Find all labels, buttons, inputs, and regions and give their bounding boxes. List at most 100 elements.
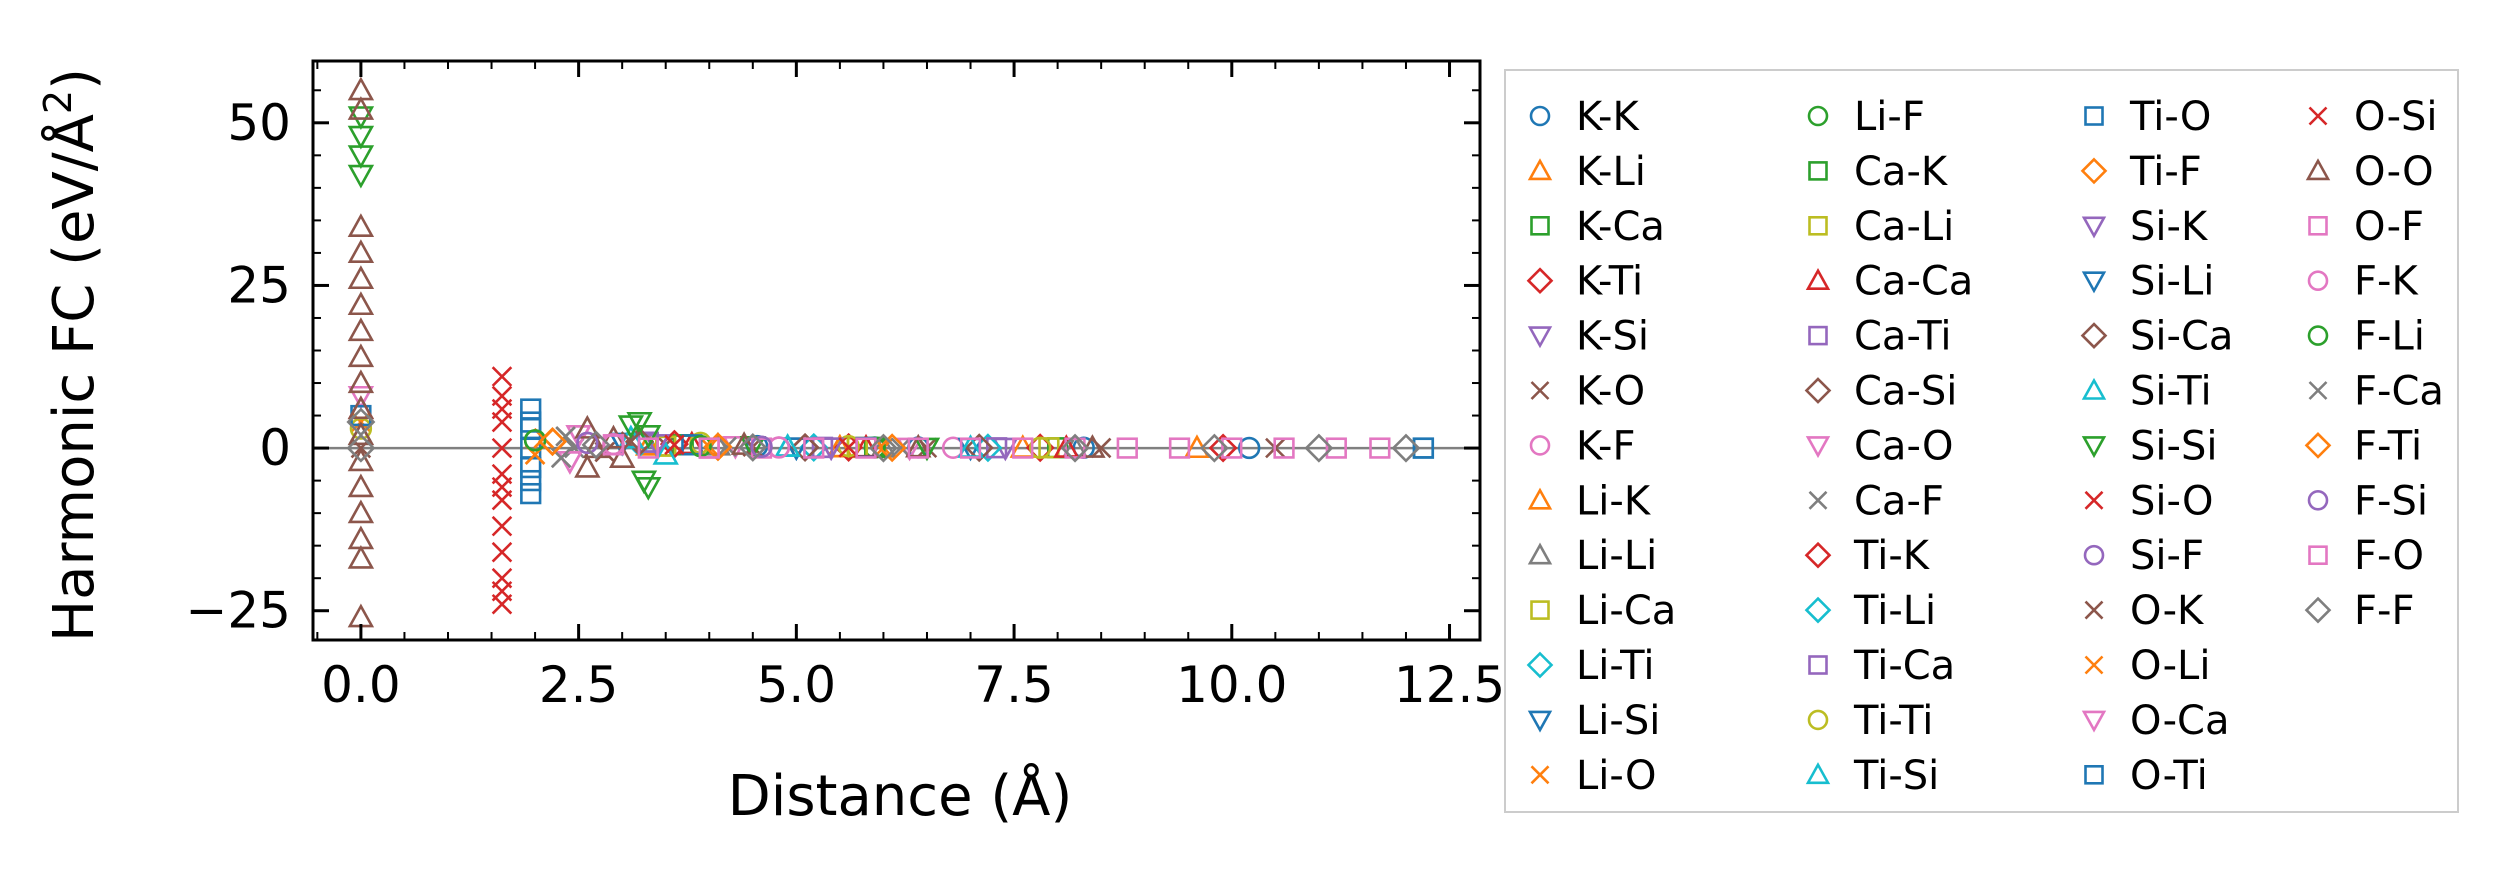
legend-marker [1808, 161, 1828, 181]
legend-label: Ca-Li [1854, 204, 1954, 250]
legend-item: F-Li [2307, 314, 2425, 360]
legend-marker [1527, 542, 1553, 565]
data-point [347, 545, 375, 569]
legend-marker [2084, 490, 2104, 510]
data-point [520, 398, 542, 420]
legend-item: O-Ca [2081, 698, 2229, 744]
series-Si-Si [347, 106, 941, 501]
data-point [347, 145, 375, 170]
data-point [959, 437, 982, 459]
x-tick-label: 2.5 [539, 656, 619, 714]
legend-item: Ca-O [1805, 423, 1953, 469]
legend-marker [2081, 710, 2107, 733]
legend-label: K-Si [1576, 314, 1649, 360]
legend-label: Ca-Si [1854, 369, 1957, 415]
legend-label: O-O [2354, 149, 2434, 195]
legend-marker [1527, 487, 1553, 510]
legend-item: F-Ca [2308, 369, 2444, 415]
x-axis-label: Distance (Å) [728, 763, 1073, 829]
legend-label: Si-F [2130, 533, 2204, 579]
data-point [581, 430, 611, 460]
data-point [877, 433, 907, 463]
data-point [1391, 433, 1421, 463]
legend-label: K-K [1576, 94, 1640, 140]
data-point [347, 525, 375, 550]
data-point [1325, 437, 1347, 459]
series-F-Ti [538, 427, 733, 462]
legend-item: Ca-Ti [1808, 314, 1952, 360]
legend-item: Ca-Si [1804, 369, 1957, 415]
legend-label: K-O [1576, 369, 1645, 415]
legend-label: O-Si [2354, 94, 2438, 140]
data-point [602, 434, 625, 456]
plot-area [313, 76, 1480, 628]
legend-item: Si-Ti [2081, 369, 2212, 415]
y-tick-label: 0 [259, 419, 291, 477]
data-point [347, 96, 375, 120]
legend-item: O-Li [2084, 643, 2210, 689]
axes: 0.0 2.5 5.0 7.5 10.0 12.5 −25 0 25 50 [185, 59, 1505, 714]
legend-item: Ca-F [1808, 478, 1944, 524]
legend-item: Ca-K [1808, 149, 1949, 195]
legend-item: Si-F [2083, 533, 2204, 579]
legend-marker [1527, 326, 1553, 349]
legend-label: Li-F [1854, 94, 1925, 140]
data-point [1304, 433, 1334, 463]
legend-label: Si-Ca [2130, 314, 2233, 360]
legend-item: Si-Li [2081, 259, 2214, 305]
legend-label: Si-K [2130, 204, 2209, 250]
data-point [783, 437, 810, 462]
legend-item: Ti-K [1804, 533, 1931, 579]
y-tick-label: −25 [185, 582, 291, 640]
data-point [635, 431, 662, 456]
data-point [347, 395, 375, 420]
legend-marker [2081, 377, 2107, 400]
legend-label: Ca-O [1854, 423, 1953, 469]
svg-text:Harmonic FC (eV/Å2): Harmonic FC (eV/Å2) [36, 68, 107, 642]
data-point [1168, 437, 1191, 459]
legend-marker [2081, 271, 2107, 294]
legend-marker [2307, 489, 2329, 511]
legend-label: Ti-F [2129, 149, 2202, 195]
data-point [347, 447, 375, 472]
data-point [520, 469, 542, 492]
legend-marker [2308, 381, 2328, 400]
legend-item: Ti-Ca [1808, 643, 1955, 689]
legend-marker [1804, 541, 1832, 569]
data-point [1208, 433, 1238, 463]
legend-label: Li-Ca [1576, 588, 1676, 634]
legend-marker [1526, 267, 1554, 295]
data-point [803, 437, 825, 459]
legend-marker [2305, 158, 2331, 181]
legend-label: K-Li [1576, 149, 1646, 195]
data-point [347, 291, 375, 316]
legend-label: F-F [2354, 588, 2414, 634]
legend-marker [1529, 105, 1551, 127]
data-point [1412, 437, 1435, 459]
legend-marker [1808, 490, 1828, 510]
legend-item: K-Li [1527, 149, 1646, 195]
data-point [574, 414, 601, 439]
data-point [538, 427, 567, 457]
legend-marker [1526, 651, 1554, 679]
data-point [347, 317, 375, 342]
data-point [347, 76, 375, 101]
legend-marker [1804, 596, 1832, 624]
legend-item: F-F [2304, 588, 2414, 634]
legend-item: F-O [2308, 533, 2424, 579]
series-Si-O [491, 366, 859, 615]
data-point [347, 499, 375, 524]
legend-marker [2308, 106, 2328, 126]
data-point [520, 417, 542, 440]
data-point [1116, 437, 1138, 459]
data-point [767, 436, 791, 459]
legend-item: K-Si [1527, 314, 1649, 360]
legend-label: F-Si [2354, 478, 2428, 524]
legend-marker [2084, 106, 2104, 126]
y-tick-label: 50 [227, 94, 291, 152]
legend-item: F-Si [2307, 478, 2428, 524]
legend-item: Ti-Si [1805, 753, 1939, 799]
data-point [750, 435, 773, 458]
data-point [346, 433, 376, 463]
